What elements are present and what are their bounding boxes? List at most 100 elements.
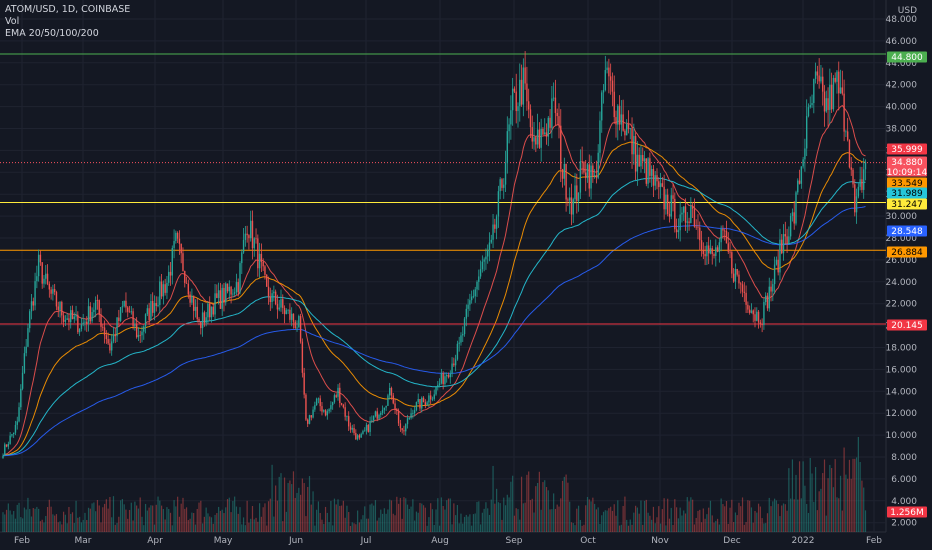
candle-body xyxy=(232,293,234,295)
price-tag: 28.548 xyxy=(887,225,927,237)
volume-bar xyxy=(321,519,323,532)
volume-bar xyxy=(109,496,111,532)
volume-bar xyxy=(643,500,646,532)
volume-bar xyxy=(652,506,655,532)
price-tag-box xyxy=(887,225,927,237)
candle-body xyxy=(634,136,637,172)
volume-bar xyxy=(813,501,815,532)
volume-bar xyxy=(599,523,601,532)
candle-body xyxy=(854,184,856,213)
candle-body xyxy=(20,388,22,408)
volume-bar xyxy=(734,512,737,532)
candle-body xyxy=(276,304,279,310)
candle-body xyxy=(495,216,498,229)
symbol-label[interactable]: ATOM/USD, 1D, COINBASE xyxy=(5,4,131,15)
candle-body xyxy=(830,84,833,110)
price-tag: 33.549 xyxy=(887,177,927,189)
volume-bar xyxy=(387,509,389,532)
candle-body xyxy=(447,375,450,378)
candle-body xyxy=(684,206,687,223)
volume-bar xyxy=(588,499,590,532)
ema-200-line xyxy=(2,206,866,457)
candle-body xyxy=(283,307,286,315)
candle-body xyxy=(68,318,70,323)
volume-bar xyxy=(524,502,526,532)
candle-body xyxy=(462,334,464,336)
candle-body xyxy=(727,243,729,252)
candle-body xyxy=(257,238,259,269)
candle-body xyxy=(859,179,861,187)
volume-bar xyxy=(339,505,341,532)
volume-bar xyxy=(162,508,164,532)
price-tag-label: 28.548 xyxy=(891,227,923,237)
volume-bar xyxy=(29,508,31,532)
volume-bar xyxy=(178,516,181,532)
candle-body xyxy=(857,186,860,197)
candle-body xyxy=(479,269,482,277)
volume-bar xyxy=(45,515,47,532)
candle-body xyxy=(597,152,599,178)
volume-bar xyxy=(836,497,838,532)
ema-indicator-label[interactable]: EMA 20/50/100/200 xyxy=(5,28,99,39)
candle-body xyxy=(729,251,731,253)
volume-bar xyxy=(855,457,858,532)
volume-bar xyxy=(164,519,166,532)
volume-bar xyxy=(820,488,822,532)
candle-body xyxy=(519,79,521,107)
candle-body xyxy=(96,300,99,301)
volume-bar xyxy=(84,512,86,532)
price-axis[interactable]: 2.000 4.000 6.000 8.000 10.000 12.000 14.000 16… xyxy=(886,6,918,529)
candle-body xyxy=(299,316,302,342)
volume-bar xyxy=(558,506,560,532)
candle-body xyxy=(604,70,607,91)
candle-body xyxy=(731,252,733,274)
volume-bar xyxy=(745,522,747,532)
volume-bar xyxy=(647,512,649,532)
volume-bar xyxy=(282,521,284,532)
volume-bar xyxy=(323,523,325,532)
candle-body xyxy=(620,114,623,125)
price-axis-label: 22.000 xyxy=(886,300,918,310)
volume-bar xyxy=(512,475,514,532)
volume-bar xyxy=(374,500,377,532)
candle-body xyxy=(71,310,74,319)
volume-bar xyxy=(30,516,33,532)
candle-body xyxy=(356,435,359,440)
volume-bar xyxy=(14,518,17,532)
volume-bar xyxy=(54,515,56,532)
volume-bar xyxy=(788,468,790,532)
volume-bar xyxy=(266,525,268,532)
candle-body xyxy=(740,283,742,285)
volume-bar xyxy=(38,508,40,532)
candle-body xyxy=(82,322,84,325)
volume-bar xyxy=(415,511,418,532)
volume-bar xyxy=(2,512,4,532)
volume-bar xyxy=(71,512,74,532)
candle-body xyxy=(754,314,756,321)
volume-bar xyxy=(554,508,557,532)
time-axis[interactable]: Feb Mar Apr May Jun Jul Aug Sep Oct Nov Dec 2022 Feb xyxy=(14,536,882,546)
horizontal-levels xyxy=(0,53,886,325)
volume-indicator-label[interactable]: Vol xyxy=(5,16,20,27)
candle-body xyxy=(748,309,751,313)
candle-body xyxy=(399,423,402,429)
candle-body xyxy=(137,334,140,338)
candle-body xyxy=(93,309,95,313)
candle-body xyxy=(545,132,548,137)
candle-body xyxy=(410,413,412,419)
candle-body xyxy=(779,239,781,273)
candle-body xyxy=(94,300,97,310)
chart-legend: ATOM/USD, 1D, COINBASE Vol EMA 20/50/100… xyxy=(5,4,130,40)
volume-bar xyxy=(838,498,840,532)
ema-lines xyxy=(2,104,866,457)
candle-body xyxy=(64,319,67,322)
time-axis-label: Oct xyxy=(580,536,596,546)
candle-body xyxy=(460,335,462,343)
candle-body xyxy=(683,206,685,213)
volume-bar xyxy=(540,509,542,532)
candle-body xyxy=(659,183,662,188)
volume-bar xyxy=(471,525,473,532)
volume-bar xyxy=(357,510,359,532)
volume-bar xyxy=(567,482,569,532)
